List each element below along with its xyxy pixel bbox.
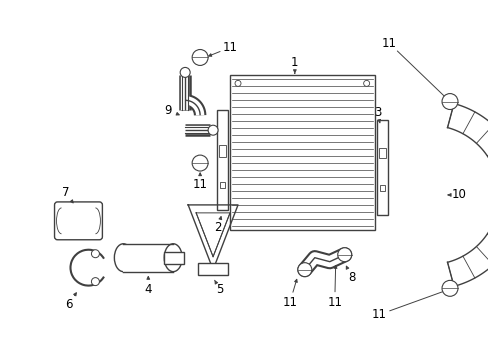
Ellipse shape [114, 244, 132, 272]
Circle shape [441, 94, 457, 109]
Text: 1: 1 [290, 56, 298, 69]
Bar [217, 110, 227, 210]
Text: 11: 11 [371, 308, 386, 321]
Bar [123, 244, 173, 272]
Circle shape [297, 263, 311, 276]
Circle shape [180, 67, 190, 77]
Text: 8: 8 [347, 271, 355, 284]
Circle shape [192, 50, 208, 66]
Ellipse shape [164, 244, 182, 272]
Circle shape [91, 250, 99, 258]
Text: 11: 11 [326, 296, 342, 309]
Text: 6: 6 [64, 298, 72, 311]
Bar [220, 182, 224, 188]
Text: 11: 11 [282, 296, 297, 309]
Text: 2: 2 [214, 221, 222, 234]
Bar [376, 120, 387, 215]
Text: 11: 11 [381, 37, 396, 50]
Circle shape [208, 125, 218, 135]
Text: 3: 3 [373, 106, 381, 119]
Text: 11: 11 [192, 179, 207, 192]
Bar [219, 145, 225, 157]
Text: 11: 11 [222, 41, 237, 54]
Bar [378, 148, 385, 158]
Text: 7: 7 [61, 186, 69, 199]
Bar [198, 263, 227, 275]
Circle shape [363, 80, 369, 86]
Text: 9: 9 [164, 104, 172, 117]
FancyBboxPatch shape [55, 202, 102, 240]
Circle shape [235, 80, 241, 86]
Text: 5: 5 [216, 283, 224, 296]
Text: 4: 4 [144, 283, 152, 296]
Circle shape [337, 248, 351, 262]
Circle shape [192, 155, 208, 171]
Text: 10: 10 [451, 188, 466, 202]
Circle shape [91, 278, 99, 285]
Circle shape [441, 280, 457, 296]
Bar [164, 252, 184, 264]
Bar [229, 75, 374, 230]
Bar [379, 185, 384, 191]
